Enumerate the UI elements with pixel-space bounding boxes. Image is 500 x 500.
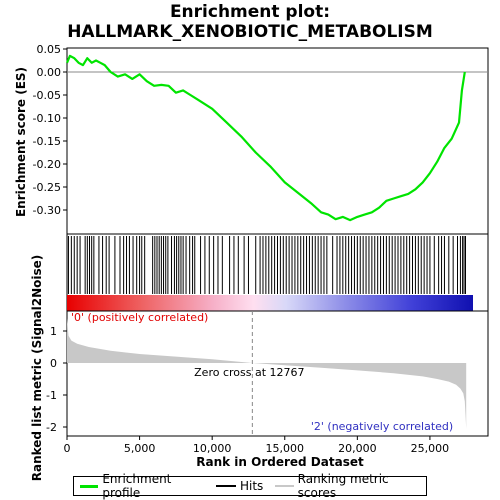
es-y-tick-label: 0.00 <box>37 66 62 79</box>
es-y-tick-label: -0.20 <box>33 158 61 171</box>
es-y-tick-label: 0.05 <box>37 43 62 56</box>
es-y-tick-label: -0.15 <box>33 135 61 148</box>
metric-y-tick-label: -2 <box>46 421 57 434</box>
legend-enrichment-swatch <box>80 484 99 488</box>
zero-cross-label: Zero cross at 12767 <box>194 366 304 379</box>
rank-color-bar <box>67 295 473 311</box>
plot-title: Enrichment plot: HALLMARK_XENOBIOTIC_MET… <box>0 2 500 42</box>
es-y-tick-label: -0.05 <box>33 89 61 102</box>
legend-item-enrichment: Enrichment profile <box>80 472 204 500</box>
x-tick-label: 20,000 <box>338 442 377 455</box>
title-line-2: HALLMARK_XENOBIOTIC_METABOLISM <box>67 22 433 42</box>
legend-metric-label: Ranking metric scores <box>297 472 389 500</box>
legend-enrichment-label: Enrichment profile <box>102 472 172 500</box>
es-series-line <box>65 54 466 222</box>
metric-y-tick-label: 0 <box>50 357 57 370</box>
legend-hits-label: Hits <box>239 479 264 493</box>
positive-correlation-label: '0' (positively correlated) <box>71 311 208 324</box>
es-y-tick-label: -0.10 <box>33 112 61 125</box>
metric-y-axis: 1 0 -1 -2 <box>46 325 67 434</box>
metric-panel: 1 0 -1 -2 0 5,000 10,000 15,000 20,000 25,000 Ze… <box>30 255 489 482</box>
es-y-axis: 0.05 0.00 -0.05 -0.10 -0.15 -0.20 -0.25 -0.30 <box>33 43 67 217</box>
hits-panel <box>66 233 489 312</box>
metric-y-tick-label: 1 <box>50 325 57 338</box>
x-axis-label: Rank in Ordered Dataset <box>196 455 364 469</box>
title-line-1: Enrichment plot: <box>169 2 331 22</box>
legend-item-hits: Hits <box>215 479 264 493</box>
legend-item-metric: Ranking metric scores <box>275 472 420 500</box>
es-panel-frame <box>66 47 489 235</box>
legend: Enrichment profile Hits Ranking metric s… <box>73 472 427 500</box>
x-tick-label: 15,000 <box>266 442 305 455</box>
es-panel: 0.05 0.00 -0.05 -0.10 -0.15 -0.20 -0.25 -0.30 E… <box>14 43 489 235</box>
x-tick-label: 10,000 <box>193 442 232 455</box>
es-y-axis-label: Enrichment score (ES) <box>14 67 28 217</box>
x-tick-label: 0 <box>64 442 71 455</box>
legend-metric-swatch <box>275 485 294 487</box>
es-y-tick-label: -0.30 <box>33 204 61 217</box>
metric-y-axis-label: Ranked list metric (Signal2Noise) <box>30 255 44 482</box>
negative-correlation-label: '2' (negatively correlated) <box>311 420 453 433</box>
x-tick-label: 25,000 <box>411 442 450 455</box>
x-tick-label: 5,000 <box>124 442 156 455</box>
hit-lines <box>67 236 466 294</box>
metric-y-tick-label: -1 <box>46 389 57 402</box>
es-y-tick-label: -0.25 <box>33 181 61 194</box>
legend-hits-swatch <box>215 485 236 487</box>
metric-x-axis: 0 5,000 10,000 15,000 20,000 25,000 <box>64 436 450 455</box>
